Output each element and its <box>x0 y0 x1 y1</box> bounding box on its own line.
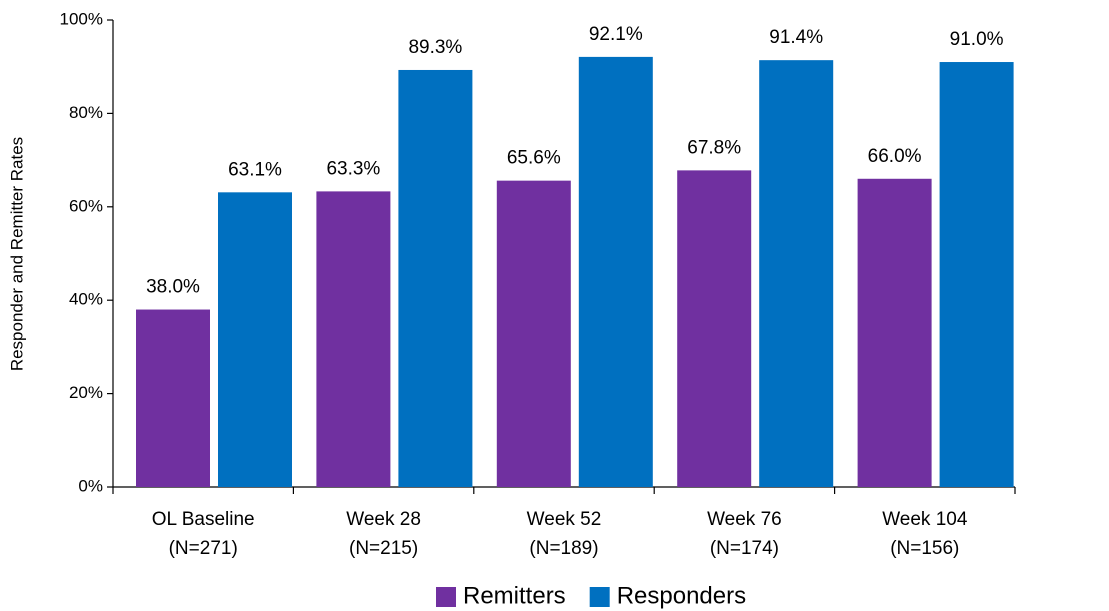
bar <box>136 309 210 487</box>
value-label: 66.0% <box>868 146 922 167</box>
value-label: 89.3% <box>408 37 462 58</box>
bar <box>857 178 932 487</box>
y-tick-label: 40% <box>69 290 103 309</box>
value-label: 91.4% <box>769 27 823 48</box>
x-tick-label: Week 28 <box>346 509 421 530</box>
x-tick-label: OL Baseline <box>152 509 255 530</box>
x-tick-label: (N=271) <box>169 538 238 559</box>
x-tick-label: (N=174) <box>710 538 779 559</box>
bar <box>218 192 292 487</box>
x-tick-label: Week 104 <box>882 509 968 530</box>
bar <box>398 69 473 488</box>
x-tick-label: (N=156) <box>890 538 959 559</box>
bar <box>578 56 653 487</box>
value-label: 67.8% <box>687 137 741 158</box>
legend-swatch <box>589 587 610 607</box>
x-tick-label: Week 76 <box>707 509 782 530</box>
value-label: 63.3% <box>326 158 380 179</box>
value-label: 38.0% <box>146 277 200 298</box>
y-tick-label: 0% <box>78 476 103 495</box>
x-tick-label: Week 52 <box>527 509 602 530</box>
bar <box>677 170 752 487</box>
value-label: 91.0% <box>950 29 1004 50</box>
bar <box>496 180 571 487</box>
y-tick-label: 100% <box>60 9 103 28</box>
bar <box>939 62 1014 487</box>
y-axis-label: Responder and Remitter Rates <box>7 137 26 371</box>
value-label: 92.1% <box>589 24 643 45</box>
x-tick-label: (N=189) <box>529 538 598 559</box>
x-tick-label: (N=215) <box>349 538 418 559</box>
value-label: 65.6% <box>507 148 561 169</box>
legend-swatch <box>436 587 456 607</box>
y-tick-label: 20% <box>69 383 103 402</box>
bar <box>759 60 834 488</box>
value-label: 63.1% <box>228 159 282 180</box>
legend-label: Remitters <box>463 582 566 609</box>
bar <box>316 191 391 487</box>
legend-label: Responders <box>617 582 746 609</box>
y-tick-label: 60% <box>69 196 103 215</box>
y-tick-label: 80% <box>69 103 103 122</box>
